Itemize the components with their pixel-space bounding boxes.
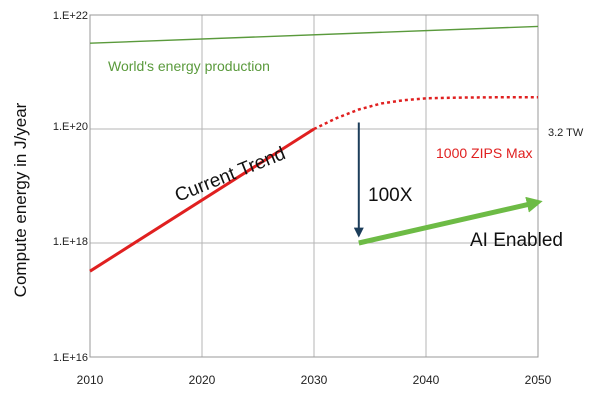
plot-frame bbox=[89, 14, 539, 358]
series-line-world-s-energy-production bbox=[89, 25, 539, 44]
y-tick-label: 1.E+20 bbox=[53, 121, 88, 133]
series-layer bbox=[89, 25, 543, 273]
y-tick-label: 1.E+16 bbox=[53, 352, 88, 364]
annotation-zips-max: 1000 ZIPS Max bbox=[436, 145, 533, 161]
y-tick-label: 1.E+22 bbox=[53, 10, 88, 22]
annotation-current-trend: Current Trend bbox=[172, 143, 289, 206]
y-axis-label: Compute energy in J/year bbox=[11, 102, 30, 297]
y-tick-labels: 1.E+16 1.E+18 1.E+20 1.E+22 bbox=[53, 10, 88, 364]
x-tick-label: 2040 bbox=[413, 373, 440, 387]
annotation-100x: 100X bbox=[368, 185, 413, 206]
annotation-world-energy: World's energy production bbox=[108, 58, 270, 74]
y-tick-label: 1.E+18 bbox=[53, 236, 88, 248]
x-tick-label: 2050 bbox=[525, 373, 552, 387]
series-line-current-trend bbox=[89, 127, 315, 273]
x-tick-label: 2030 bbox=[301, 373, 328, 387]
series-line-ai-enabled bbox=[358, 196, 543, 246]
annotation-tw: 3.2 TW bbox=[548, 127, 584, 139]
annotation-ai-enabled: AI Enabled bbox=[470, 230, 563, 251]
x-tick-label: 2020 bbox=[189, 373, 216, 387]
x-tick-label: 2010 bbox=[77, 373, 104, 387]
series-line-1000-zips-max bbox=[313, 96, 538, 131]
x-tick-labels: 2010 2020 2030 2040 2050 bbox=[77, 373, 552, 387]
